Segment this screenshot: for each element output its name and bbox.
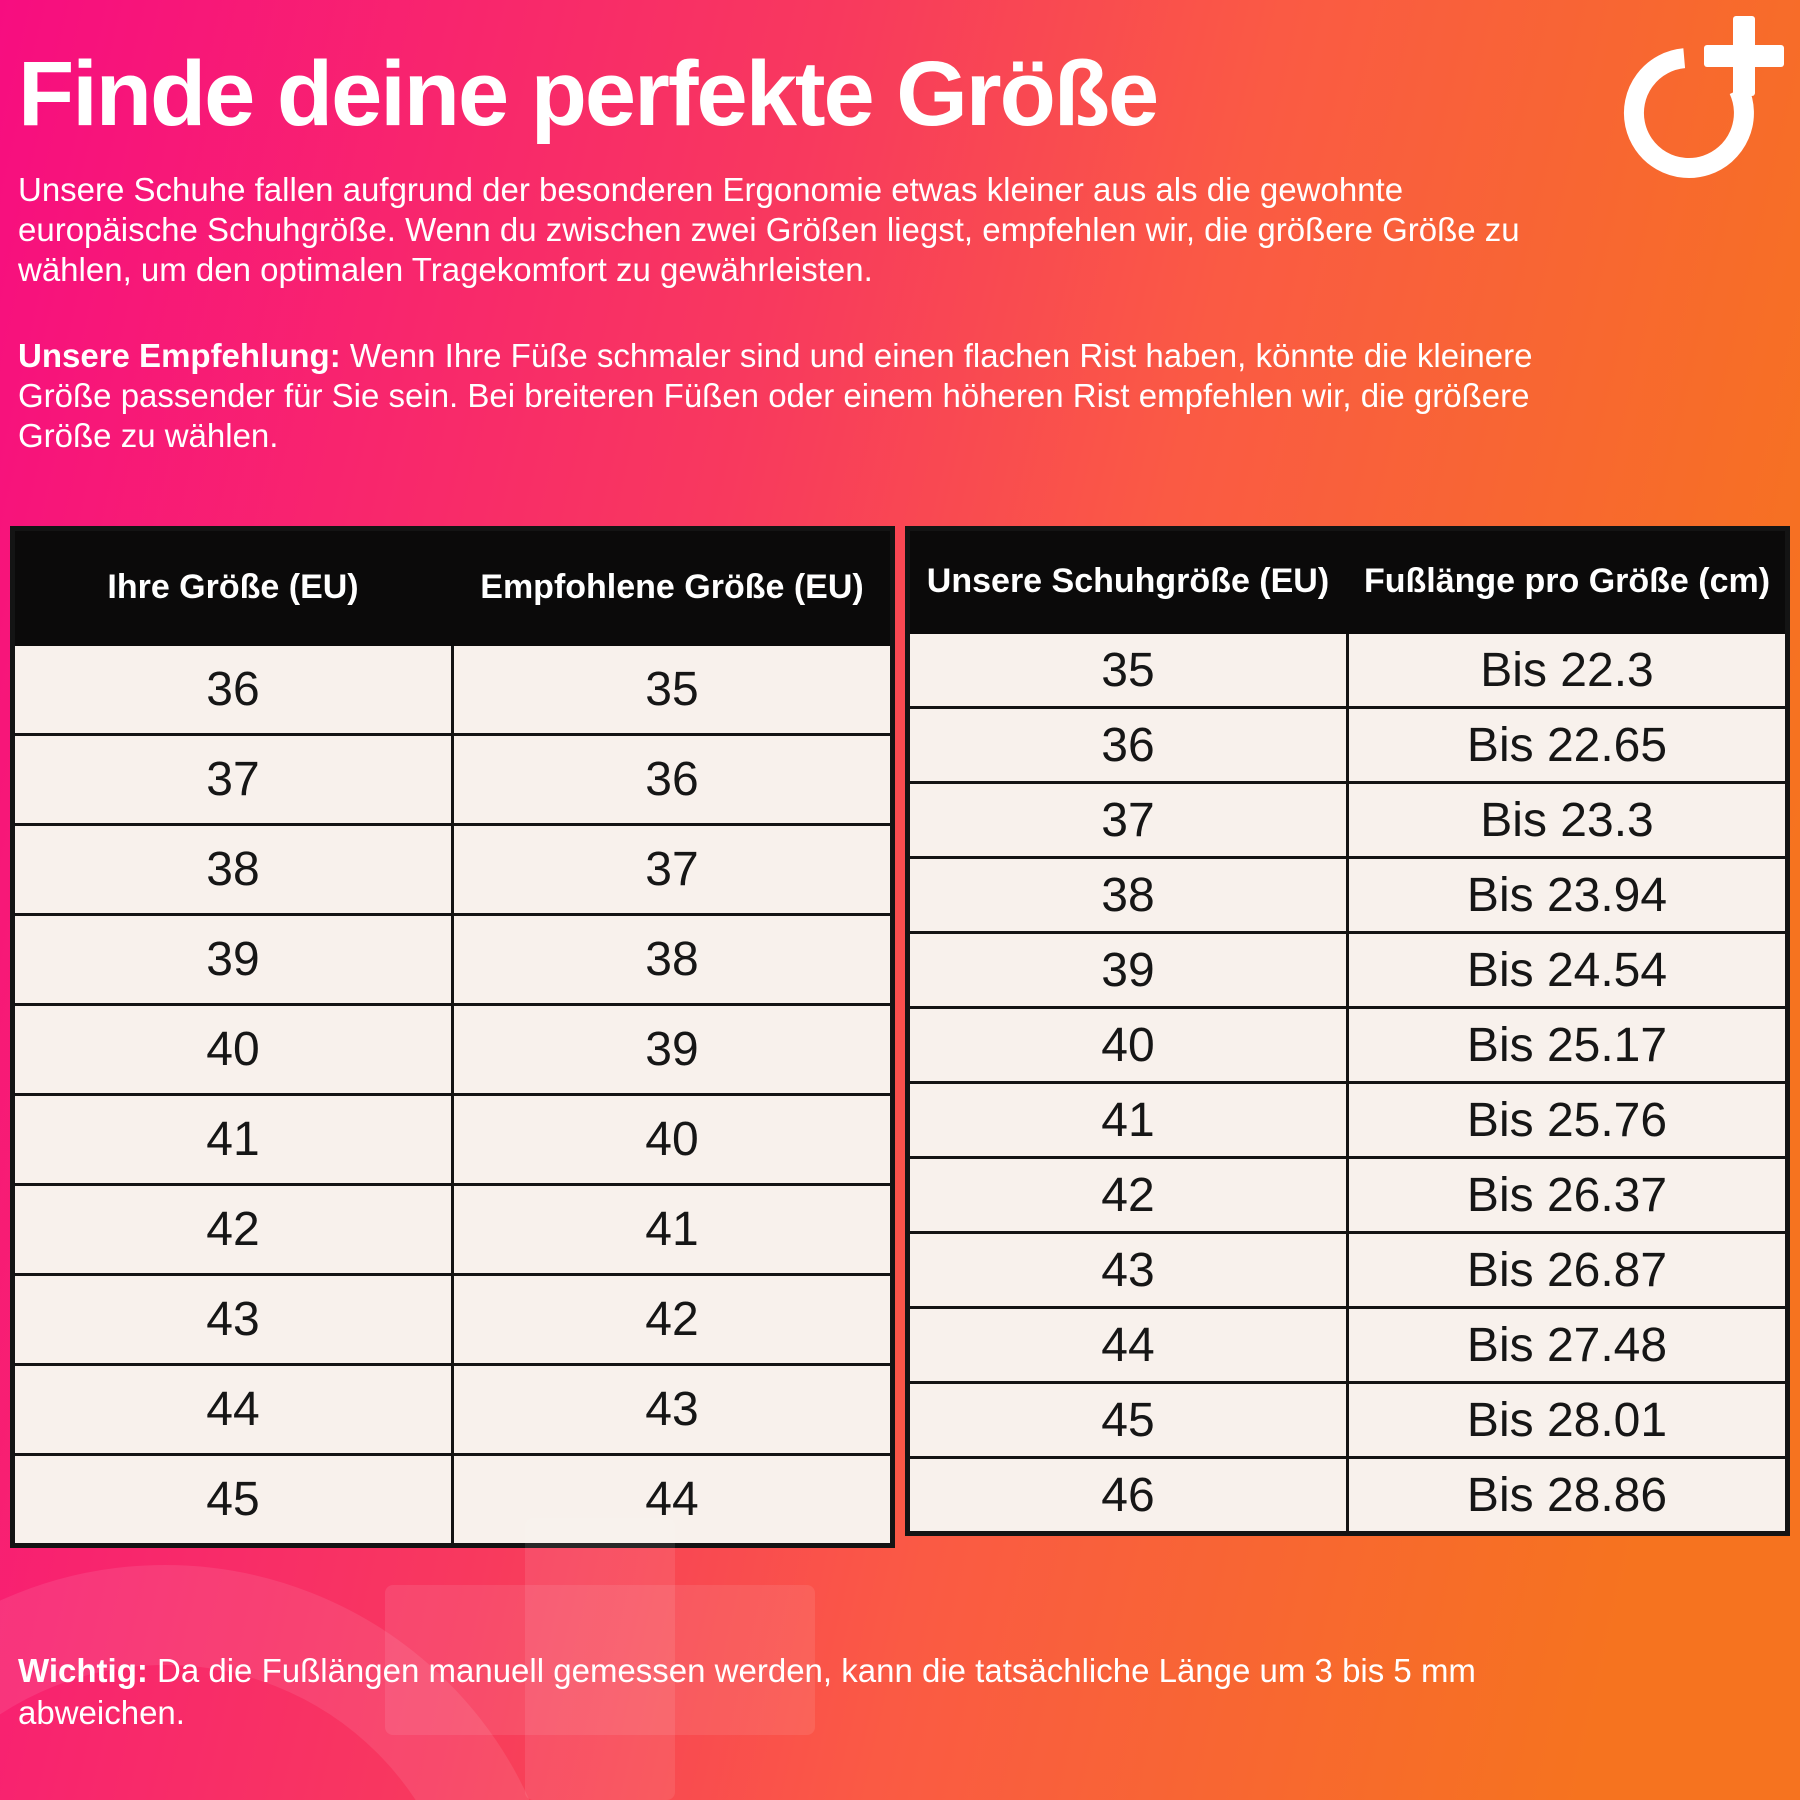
intro-paragraph: Unsere Schuhe fallen aufgrund der besond… — [18, 171, 1520, 289]
foot-length-table: Unsere Schuhgröße (EU) Fußlänge pro Größ… — [905, 526, 1790, 1537]
recommendation-text: Wenn Ihre Füße schmaler sind und einen f… — [18, 337, 1533, 455]
footer-note-text: Da die Fußlängen manuell gemessen werden… — [18, 1652, 1476, 1732]
footer-note-label: Wichtig: — [18, 1652, 148, 1690]
table-cell: Bis 28.01 — [1346, 1381, 1789, 1460]
table-row: 44 Bis 27.48 — [906, 1306, 1789, 1385]
table-cell: 35 — [451, 643, 894, 737]
table-cell: 41 — [11, 1093, 454, 1187]
table-cell: Bis 25.17 — [1346, 1006, 1789, 1085]
table-cell: 44 — [906, 1306, 1349, 1385]
table-cell: 41 — [906, 1081, 1349, 1160]
tables-section: Ihre Größe (EU) Empfohlene Größe (EU) 36… — [10, 526, 1790, 1549]
table-cell: 46 — [906, 1456, 1349, 1536]
table-row: 37 36 — [11, 733, 894, 827]
table-cell: Bis 26.87 — [1346, 1231, 1789, 1310]
recommendation-paragraph: Unsere Empfehlung: Wenn Ihre Füße schmal… — [18, 336, 1548, 456]
table-cell: Bis 24.54 — [1346, 931, 1789, 1010]
table-header-row: Ihre Größe (EU) Empfohlene Größe (EU) — [11, 527, 894, 647]
table-row: 43 42 — [11, 1273, 894, 1367]
table-cell: 45 — [11, 1453, 454, 1548]
table-cell: 42 — [11, 1183, 454, 1277]
table-cell: 39 — [11, 913, 454, 1007]
table-cell: Bis 23.3 — [1346, 781, 1789, 860]
table-row: 36 35 — [11, 643, 894, 737]
foot-length-table-body: 35 Bis 22.3 36 Bis 22.65 37 Bis 23.3 38 Bis 23.… — [906, 631, 1789, 1536]
table-row: 39 38 — [11, 913, 894, 1007]
table-row: 45 44 — [11, 1453, 894, 1548]
table-cell: 35 — [906, 631, 1349, 710]
table-cell: 36 — [11, 643, 454, 737]
table-cell: 39 — [451, 1003, 894, 1097]
size-conversion-table-body: 36 35 37 36 38 37 39 38 40 39 41 40 42 41 43 42 44 43 45 44 — [11, 643, 894, 1548]
size-conversion-table-head: Ihre Größe (EU) Empfohlene Größe (EU) — [11, 527, 894, 647]
column-header-our-shoe-size: Unsere Schuhgröße (EU) — [906, 527, 1349, 635]
table-row: 42 41 — [11, 1183, 894, 1277]
table-cell: 43 — [906, 1231, 1349, 1310]
table-cell: 44 — [11, 1363, 454, 1457]
table-header-row: Unsere Schuhgröße (EU) Fußlänge pro Größ… — [906, 527, 1789, 635]
table-row: 44 43 — [11, 1363, 894, 1457]
table-row: 43 Bis 26.87 — [906, 1231, 1789, 1310]
table-row: 41 Bis 25.76 — [906, 1081, 1789, 1160]
table-cell: Bis 23.94 — [1346, 856, 1789, 935]
column-header-foot-length: Fußlänge pro Größe (cm) — [1346, 527, 1789, 635]
table-row: 42 Bis 26.37 — [906, 1156, 1789, 1235]
table-cell: 37 — [906, 781, 1349, 860]
footer-note: Wichtig: Da die Fußlängen manuell gemess… — [0, 1650, 1596, 1734]
table-cell: Bis 25.76 — [1346, 1081, 1789, 1160]
table-cell: 43 — [451, 1363, 894, 1457]
table-row: 38 37 — [11, 823, 894, 917]
table-row: 37 Bis 23.3 — [906, 781, 1789, 860]
table-cell: 42 — [906, 1156, 1349, 1235]
page-title: Finde deine perfekte Größe — [18, 43, 1159, 145]
table-cell: 44 — [451, 1453, 894, 1548]
table-row: 46 Bis 28.86 — [906, 1456, 1789, 1536]
table-cell: Bis 26.37 — [1346, 1156, 1789, 1235]
table-cell: 41 — [451, 1183, 894, 1277]
table-cell: 37 — [11, 733, 454, 827]
brand-logo-icon — [1624, 16, 1784, 178]
table-row: 38 Bis 23.94 — [906, 856, 1789, 935]
table-cell: 39 — [906, 931, 1349, 1010]
size-conversion-table: Ihre Größe (EU) Empfohlene Größe (EU) 36… — [10, 526, 895, 1549]
foot-length-table-head: Unsere Schuhgröße (EU) Fußlänge pro Größ… — [906, 527, 1789, 635]
table-row: 36 Bis 22.65 — [906, 706, 1789, 785]
table-cell: 38 — [906, 856, 1349, 935]
table-cell: 43 — [11, 1273, 454, 1367]
column-header-your-size: Ihre Größe (EU) — [11, 527, 454, 647]
table-cell: 40 — [11, 1003, 454, 1097]
recommendation-label: Unsere Empfehlung: — [18, 337, 341, 375]
table-cell: 45 — [906, 1381, 1349, 1460]
table-row: 39 Bis 24.54 — [906, 931, 1789, 1010]
table-row: 41 40 — [11, 1093, 894, 1187]
table-row: 35 Bis 22.3 — [906, 631, 1789, 710]
column-header-recommended-size: Empfohlene Größe (EU) — [451, 527, 894, 647]
table-cell: 38 — [451, 913, 894, 1007]
table-cell: Bis 27.48 — [1346, 1306, 1789, 1385]
table-cell: Bis 22.3 — [1346, 631, 1789, 710]
table-cell: 38 — [11, 823, 454, 917]
table-row: 40 39 — [11, 1003, 894, 1097]
table-cell: 42 — [451, 1273, 894, 1367]
table-row: 40 Bis 25.17 — [906, 1006, 1789, 1085]
table-cell: Bis 28.86 — [1346, 1456, 1789, 1536]
table-cell: 37 — [451, 823, 894, 917]
table-cell: 36 — [451, 733, 894, 827]
table-cell: 40 — [451, 1093, 894, 1187]
table-row: 45 Bis 28.01 — [906, 1381, 1789, 1460]
table-cell: Bis 22.65 — [1346, 706, 1789, 785]
table-cell: 36 — [906, 706, 1349, 785]
table-cell: 40 — [906, 1006, 1349, 1085]
header-section: Finde deine perfekte Größe Unsere Schuhe… — [0, 0, 1800, 456]
